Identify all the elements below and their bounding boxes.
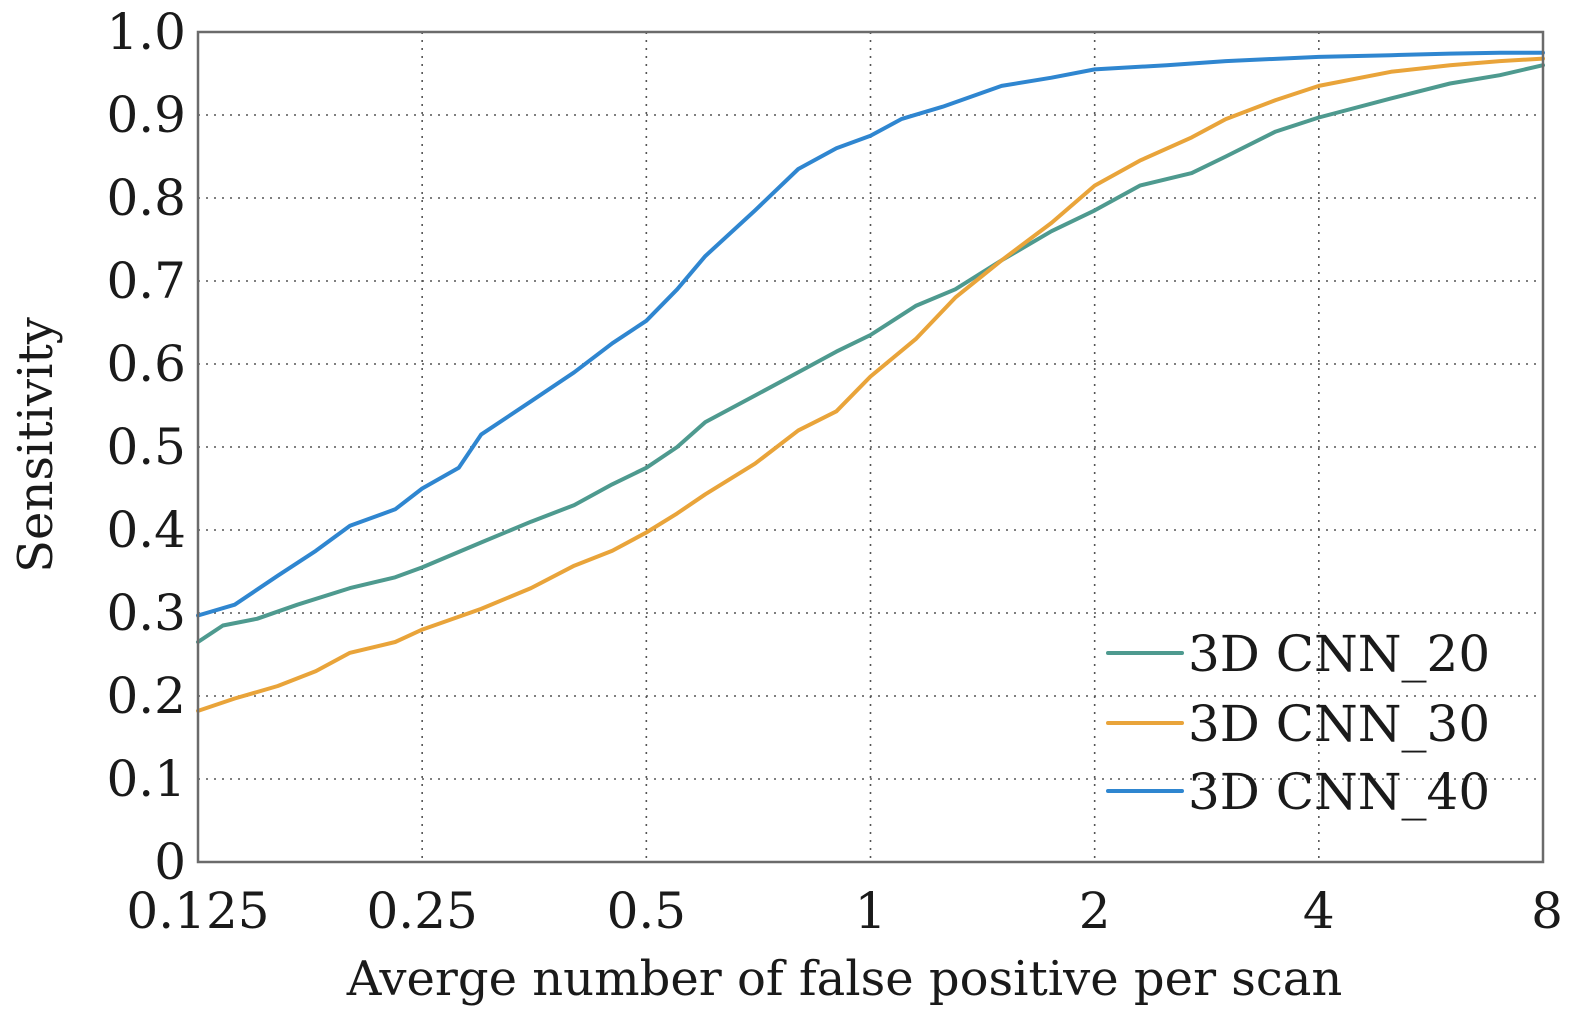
- y-tick-label: 0.2: [106, 667, 186, 725]
- x-tick-label: 8: [1531, 882, 1563, 940]
- series-line-3d-cnn_20: [196, 63, 1545, 644]
- plot-frame: [196, 30, 1545, 864]
- y-tick-label: 1.0: [106, 3, 186, 61]
- y-tick-label: 0.1: [106, 750, 186, 808]
- y-tick-labels: 0 0.1 0.2 0.3 0.4 0.5 0.6 0.7 0.8 0.9 1.0: [106, 3, 186, 891]
- y-tick-label: 0.4: [106, 501, 186, 559]
- x-axis-title: Averge number of false positive per scan: [346, 951, 1343, 1007]
- legend-label-cnn30: 3D CNN_30: [1188, 695, 1490, 753]
- series-lines: [196, 50, 1545, 713]
- x-tick-label: 1: [855, 882, 887, 940]
- x-tick-label: 0.25: [367, 882, 478, 940]
- legend-label-cnn40: 3D CNN_40: [1188, 763, 1490, 821]
- y-tick-label: 0.6: [106, 335, 186, 393]
- y-tick-label: 0.8: [106, 169, 186, 227]
- y-tick-label: 0: [154, 833, 186, 891]
- y-tick-label: 0.7: [106, 252, 186, 310]
- y-tick-label: 0.9: [106, 86, 186, 144]
- series-line-3d-cnn_30: [196, 56, 1545, 713]
- legend: 3D CNN_20 3D CNN_30 3D CNN_40: [1106, 625, 1490, 821]
- grid-lines: [198, 32, 1543, 862]
- x-tick-label: 0.5: [607, 882, 687, 940]
- x-tick-labels: 0.125 0.25 0.5 1 2 4 8: [126, 882, 1562, 940]
- y-tick-label: 0.5: [106, 418, 186, 476]
- x-tick-label: 0.125: [126, 882, 269, 940]
- x-tick-label: 4: [1303, 882, 1335, 940]
- legend-label-cnn20: 3D CNN_20: [1188, 625, 1490, 683]
- series-line-3d-cnn_40: [196, 50, 1545, 618]
- y-tick-label: 0.3: [106, 584, 186, 642]
- y-axis-title: Sensitivity: [8, 317, 64, 573]
- x-tick-label: 2: [1079, 882, 1111, 940]
